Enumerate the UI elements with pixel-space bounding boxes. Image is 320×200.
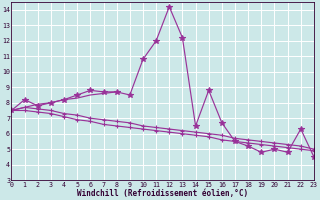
X-axis label: Windchill (Refroidissement éolien,°C): Windchill (Refroidissement éolien,°C) — [77, 189, 248, 198]
